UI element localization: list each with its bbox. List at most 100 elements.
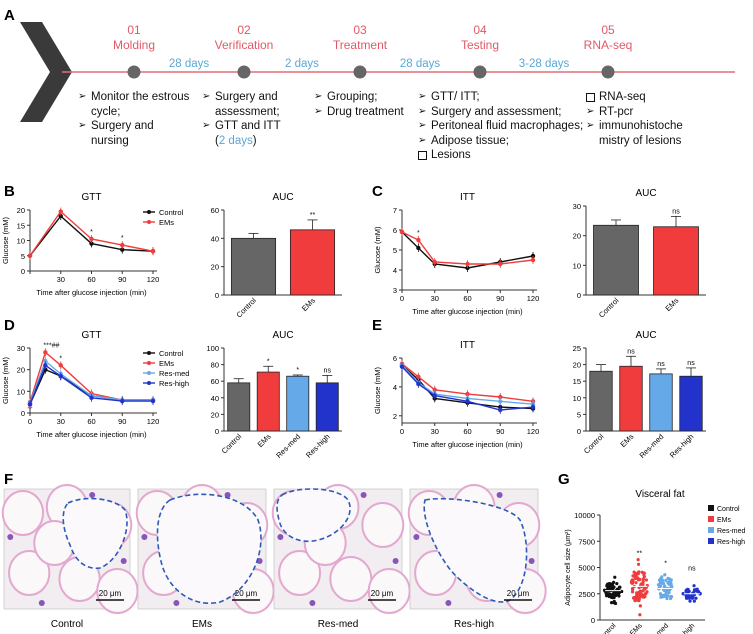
legend-label: EMs xyxy=(159,359,174,368)
chart-c-itt: ITT 3 4 5 6 7 0 30 60 90 120 Time after glucose inj… xyxy=(373,192,539,316)
x-tick-label: 30 xyxy=(431,294,439,303)
timeline-node xyxy=(237,65,251,79)
timeline-bullet-text: Peritoneal fluid macrophages; xyxy=(431,120,584,132)
data-point xyxy=(120,242,125,248)
timeline-interval: 3-28 days xyxy=(519,58,570,70)
scatter-point xyxy=(636,576,640,580)
scatter-point xyxy=(641,579,645,584)
scatter-point xyxy=(631,596,636,600)
y-tick-label: 30 xyxy=(573,202,581,211)
series-line xyxy=(401,364,534,410)
timeline-step-name: Treatment xyxy=(333,38,388,52)
nucleus xyxy=(38,600,45,606)
x-tick-label: Control xyxy=(597,622,618,634)
data-point xyxy=(498,261,503,267)
significance-label: * xyxy=(296,367,299,374)
x-tick-label: 60 xyxy=(87,275,95,284)
y-tick-label: 4 xyxy=(393,266,397,275)
data-point xyxy=(432,387,437,392)
scatter-point xyxy=(612,599,616,604)
data-point xyxy=(416,237,421,243)
nucleus xyxy=(392,558,399,564)
cell-outline xyxy=(62,497,128,570)
scatter-point xyxy=(630,587,635,591)
scatter-point xyxy=(688,595,692,599)
timeline-node xyxy=(601,65,615,79)
significance-label: * xyxy=(59,355,62,362)
scatter-point xyxy=(615,582,619,586)
x-tick-label: Control xyxy=(582,432,606,456)
scatter-point xyxy=(642,587,646,591)
y-axis-label: Adipocyte cell size (μm²) xyxy=(565,529,572,605)
y-axis-label: Glucose (mM) xyxy=(1,356,10,404)
data-point xyxy=(432,259,437,265)
timeline-interval: 28 days xyxy=(169,58,210,70)
bar xyxy=(653,226,699,296)
data-point xyxy=(43,358,48,364)
data-point xyxy=(530,257,536,263)
legend-label: Res-high xyxy=(717,539,745,546)
histology-label: Res-med xyxy=(318,619,359,630)
data-point xyxy=(58,373,63,379)
adipocyte-cell xyxy=(96,568,139,614)
scatter-point xyxy=(661,581,665,585)
scatter-point xyxy=(685,589,689,593)
legend-label: Control xyxy=(717,506,740,513)
panel-letter-a: A xyxy=(4,7,15,24)
scatter-point xyxy=(658,585,662,589)
data-point xyxy=(120,398,125,404)
scatter-point xyxy=(644,578,648,582)
data-point xyxy=(58,209,63,214)
bullet-arrow-icon: ➢ xyxy=(586,105,595,117)
scatter-point xyxy=(610,583,614,587)
timeline-bullet-text: (2 days) xyxy=(215,134,257,147)
y-tick-label: 0 xyxy=(21,409,25,418)
cell-outline xyxy=(276,488,351,542)
data-point xyxy=(120,247,125,252)
bar xyxy=(289,229,336,296)
bullet-arrow-icon: ➢ xyxy=(78,120,87,131)
y-tick-label: 0 xyxy=(591,616,595,625)
legend-swatch xyxy=(708,527,714,533)
x-tick-label: 120 xyxy=(527,427,540,436)
bullet-arrow-icon: ➢ xyxy=(314,91,323,102)
timeline-node xyxy=(473,65,487,79)
legend-label: Res-med xyxy=(717,528,746,535)
data-point xyxy=(89,236,94,242)
x-tick-label: 0 xyxy=(400,427,404,436)
significance-label: * xyxy=(664,561,667,568)
nucleus xyxy=(413,534,420,540)
series-line xyxy=(401,364,534,405)
timeline-step-number: 02 xyxy=(237,23,251,37)
timeline-step-name: Verification xyxy=(215,38,274,52)
timeline-bullet-text: nursing xyxy=(91,134,129,147)
legend-label: Res-high xyxy=(159,379,189,388)
x-tick-label: Res-med xyxy=(274,432,302,460)
significance-label: * xyxy=(417,230,420,237)
bullet-arrow-icon: ➢ xyxy=(418,91,427,102)
chart-title: ITT xyxy=(460,340,475,351)
data-point xyxy=(465,391,470,397)
bar xyxy=(593,224,639,296)
x-tick-label: Control xyxy=(597,296,621,320)
x-tick-label: 60 xyxy=(463,294,471,303)
bullet-box-icon xyxy=(586,93,595,102)
panel-letter-d: D xyxy=(4,317,15,334)
y-axis-label: Glucose (mM) xyxy=(1,216,10,264)
timeline-bullet-text: cycle; xyxy=(91,105,121,118)
panel-letter-g: G xyxy=(558,471,570,488)
x-tick-label: 0 xyxy=(400,294,404,303)
timeline-bullet-text: assessment; xyxy=(215,105,280,118)
data-point xyxy=(43,350,48,355)
timeline-bullet-text: Surgery and xyxy=(91,120,154,132)
data-point xyxy=(89,241,94,246)
scatter-point xyxy=(691,596,695,600)
scatter-point xyxy=(634,581,638,585)
chart-title: Visceral fat xyxy=(635,489,685,500)
timeline-bullet-text: RT-pcr xyxy=(599,105,634,118)
series-line xyxy=(401,231,534,269)
adipocyte-cell xyxy=(8,550,51,596)
nucleus xyxy=(224,492,231,498)
